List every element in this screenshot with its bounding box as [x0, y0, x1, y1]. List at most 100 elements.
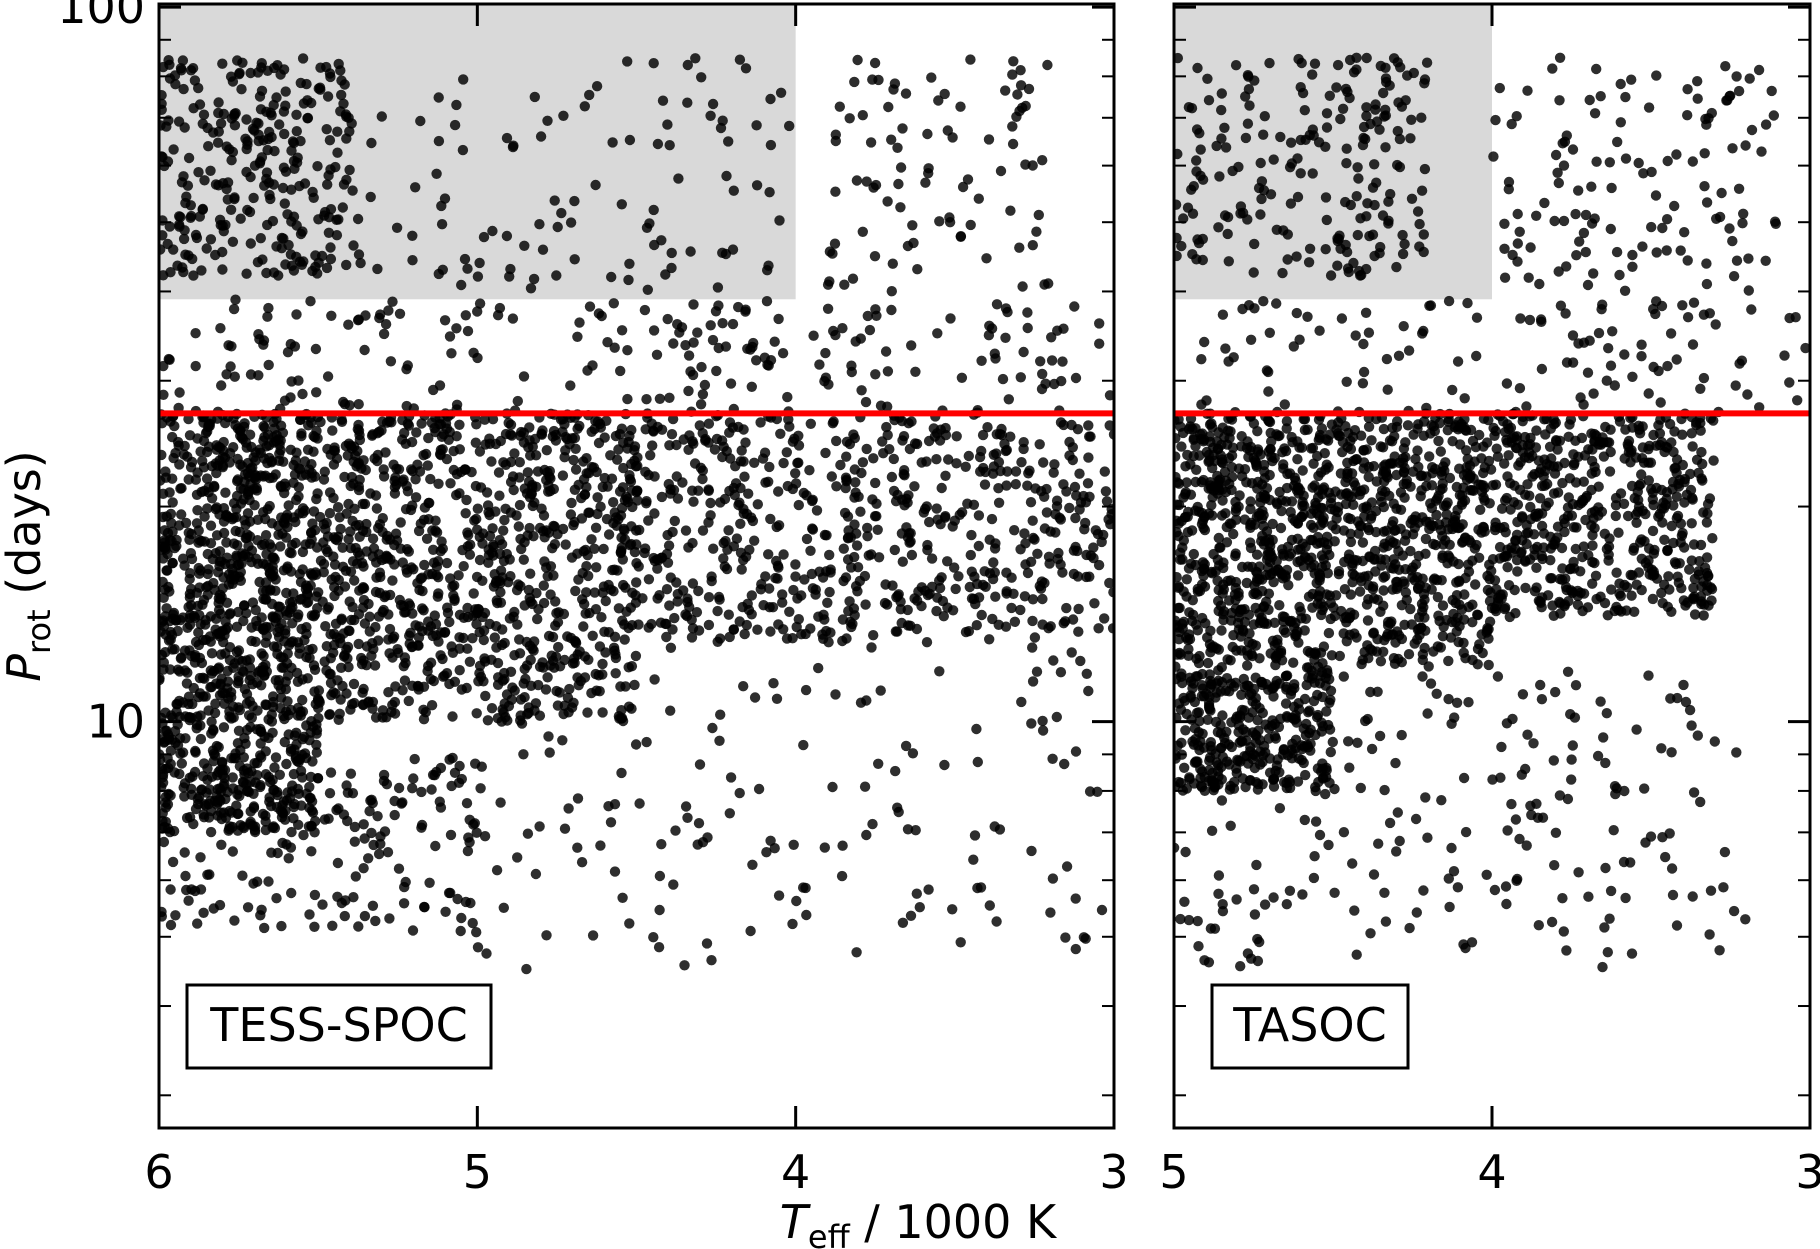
- data-point: [911, 888, 922, 899]
- data-point: [336, 662, 347, 673]
- data-point: [1010, 479, 1021, 490]
- data-point: [331, 804, 342, 816]
- data-point: [315, 555, 327, 566]
- data-point: [328, 445, 340, 456]
- data-point: [1321, 706, 1332, 717]
- data-point: [297, 694, 308, 706]
- data-point: [1225, 426, 1236, 437]
- data-point: [432, 556, 444, 567]
- data-point: [1315, 467, 1327, 478]
- data-point: [1300, 730, 1312, 741]
- data-point: [414, 621, 425, 632]
- data-point: [860, 396, 872, 408]
- data-point: [755, 417, 766, 428]
- data-point: [196, 657, 208, 669]
- data-point: [1187, 423, 1198, 435]
- data-point: [591, 81, 603, 92]
- data-point: [159, 808, 168, 819]
- data-point: [231, 646, 243, 658]
- data-point: [1188, 548, 1200, 560]
- data-point: [501, 132, 513, 144]
- data-point: [703, 418, 715, 429]
- data-point: [943, 454, 954, 465]
- data-point: [960, 626, 972, 638]
- data-point: [178, 697, 189, 708]
- data-point: [1070, 893, 1081, 904]
- data-point: [1299, 500, 1310, 511]
- data-point: [461, 494, 472, 506]
- plot-border: [157, 2, 1116, 1130]
- data-point: [842, 533, 854, 544]
- data-point: [293, 819, 304, 830]
- data-point: [703, 619, 715, 631]
- data-point: [197, 118, 208, 129]
- data-point: [371, 557, 382, 568]
- data-point: [1329, 610, 1341, 622]
- data-point: [1178, 616, 1190, 627]
- data-point: [298, 829, 309, 841]
- data-point: [916, 457, 927, 468]
- data-point: [170, 79, 181, 90]
- data-point: [1055, 667, 1067, 678]
- data-point: [1029, 632, 1041, 643]
- data-point: [1027, 676, 1039, 687]
- data-point: [264, 792, 275, 803]
- data-point: [707, 334, 719, 346]
- data-point: [521, 963, 532, 975]
- data-point: [215, 118, 227, 129]
- data-point: [257, 558, 269, 569]
- data-point: [1094, 338, 1105, 349]
- data-point: [260, 594, 271, 605]
- data-point: [361, 526, 372, 538]
- data-point: [1378, 423, 1390, 435]
- data-point: [1104, 390, 1114, 401]
- data-point: [237, 665, 248, 676]
- data-point: [1092, 528, 1104, 540]
- x-tick-label: 3: [1099, 1145, 1128, 1199]
- data-point: [245, 816, 256, 827]
- data-point: [217, 625, 228, 636]
- data-point: [843, 605, 854, 617]
- data-point: [1239, 604, 1250, 615]
- data-point: [1432, 591, 1444, 603]
- data-point: [402, 360, 413, 371]
- data-point: [159, 449, 167, 461]
- data-point: [428, 544, 439, 555]
- data-point: [1343, 512, 1354, 524]
- data-point: [574, 317, 585, 328]
- data-point: [463, 832, 474, 843]
- data-point: [325, 164, 336, 175]
- data-point: [248, 192, 259, 204]
- data-point: [519, 240, 530, 251]
- data-point: [472, 942, 484, 953]
- data-point: [297, 226, 308, 237]
- data-point: [174, 459, 185, 470]
- data-point: [214, 546, 226, 557]
- data-point: [1281, 670, 1292, 682]
- data-point: [956, 372, 968, 383]
- data-point: [307, 518, 318, 529]
- data-point: [449, 676, 461, 687]
- data-point: [479, 831, 491, 842]
- data-point: [1060, 616, 1071, 627]
- data-point: [391, 463, 402, 474]
- data-point: [1018, 346, 1029, 358]
- data-point: [1212, 554, 1224, 565]
- data-point: [1197, 612, 1208, 624]
- data-point: [640, 543, 651, 554]
- data-point: [322, 371, 334, 382]
- data-point: [1302, 424, 1313, 435]
- data-point: [1099, 613, 1110, 624]
- data-point: [1037, 619, 1048, 630]
- data-point: [280, 805, 291, 817]
- data-point: [347, 556, 359, 567]
- data-point: [870, 477, 881, 489]
- data-point: [492, 713, 503, 724]
- data-point: [1190, 734, 1201, 745]
- data-point: [426, 784, 437, 795]
- data-point: [1252, 715, 1263, 726]
- data-point: [1483, 659, 1494, 671]
- data-point: [1311, 577, 1322, 589]
- data-point: [619, 525, 630, 536]
- data-point: [1027, 240, 1039, 251]
